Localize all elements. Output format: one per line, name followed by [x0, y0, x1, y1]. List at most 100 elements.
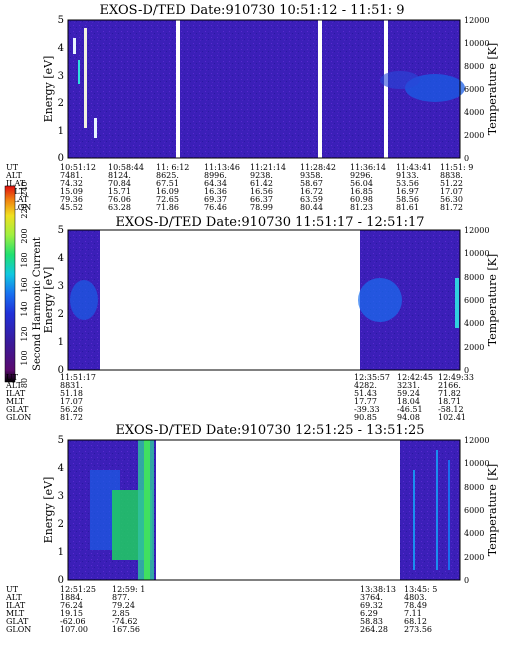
colorbar-tick-100: 100: [20, 350, 29, 365]
table-cell: 79.36: [60, 195, 83, 204]
table-cell: 15.09: [60, 187, 83, 196]
panel-1-col-1: 10:51:12 7481. 74.32 15.09 79.36 45.52: [60, 163, 96, 212]
panel-3-y2tick-3: 6000: [464, 506, 484, 515]
table-cell: 81.61: [396, 203, 419, 212]
panel-3-rowlabel-ut: UT: [6, 585, 19, 594]
panel-2-col-4: 12:49:33 2166. 71.82 18.71 -58.12 102.41: [438, 373, 474, 422]
panel-2-title: EXOS-D/TED Date:910730 11:51:17 - 12:51:…: [115, 215, 424, 230]
panel-3-y2tick-0: 0: [464, 576, 469, 585]
panel-1-ytick-2: 2: [58, 98, 64, 109]
table-cell: 76.46: [204, 203, 227, 212]
table-cell: 11: 6:12: [156, 163, 189, 172]
panel-2-y2tick-6: 12000: [464, 226, 489, 235]
table-cell: 8124.: [108, 171, 131, 180]
panel-2: EXOS-D/TED Date:910730 11:51:17 - 12:51:…: [5, 215, 499, 422]
table-cell: 12:42:45: [397, 373, 433, 382]
table-cell: 69.32: [360, 601, 383, 610]
panel-2-y-axis: 0 1 2 3 4 5 Energy [eV]: [42, 225, 64, 376]
table-cell: 17.07: [60, 397, 83, 406]
panel-3-streak-2: [436, 450, 438, 570]
panel-1-col-2: 10:58:44 8124. 70.84 15.71 76.06 63.28: [108, 163, 144, 212]
table-cell: 16.97: [396, 187, 419, 196]
panel-2-y2tick-4: 8000: [464, 273, 484, 282]
table-cell: 63.59: [300, 195, 323, 204]
table-cell: 273.56: [404, 625, 432, 634]
table-cell: 10:51:12: [60, 163, 96, 172]
panel-1-y2tick-0: 0: [464, 154, 469, 163]
panel-1-coord-table: UT ALT ILAT MLT GLAT GLON 10:51:12 7481.…: [5, 163, 473, 212]
table-cell: 264.28: [360, 625, 388, 634]
panel-3-y2-axis: 0 2000 4000 6000 8000 10000 12000 Temper…: [464, 436, 499, 585]
table-cell: 71.82: [438, 389, 461, 398]
table-cell: 18.71: [438, 397, 461, 406]
table-cell: 81.72: [440, 203, 463, 212]
table-cell: 72.65: [156, 195, 179, 204]
table-cell: 56.04: [350, 179, 373, 188]
panel-2-rowlabel-ilat: ILAT: [6, 389, 26, 398]
table-cell: 17.07: [440, 187, 463, 196]
panel-1-col-6: 11:28:42 9358. 58.67 16.72 63.59 80.44: [300, 163, 336, 212]
panel-3-col-4: 13:45: 5 4803. 78.49 7.11 68.12 273.56: [404, 585, 437, 634]
table-cell: 11:13:46: [204, 163, 240, 172]
table-cell: 80.44: [300, 203, 323, 212]
panel-1-ytick-3: 3: [58, 71, 64, 82]
colorbar-label: Second Harmonic Current: [32, 237, 43, 371]
panel-3-ytick-1: 1: [58, 547, 64, 558]
table-cell: 9358.: [300, 171, 323, 180]
panel-2-y2label: Temperature [K]: [486, 254, 499, 346]
panel-2-y2tick-0: 0: [464, 366, 469, 375]
panel-1-col-7: 11:36:14 9296. 56.04 16.85 60.98 81.23: [350, 163, 386, 212]
panel-1-frame: [67, 19, 461, 159]
table-cell: 1884.: [60, 593, 83, 602]
panel-1-blue-band-2: [380, 71, 420, 89]
colorbar-tick-240: 240: [20, 181, 29, 196]
panel-3-col-3: 13:38:13 3764. 69.32 6.29 58.83 264.28: [360, 585, 396, 634]
table-cell: 16.09: [156, 187, 179, 196]
panel-1-rowlabel-alt: ALT: [5, 171, 22, 180]
table-cell: 51.43: [354, 389, 377, 398]
table-cell: 69.37: [204, 195, 227, 204]
panel-1-col-4: 11:13:46 8996. 64.34 16.36 69.37 76.46: [204, 163, 240, 212]
colorbar-tick-140: 140: [20, 301, 29, 316]
panel-3-ytick-3: 3: [58, 491, 64, 502]
colorbar-tick-220: 220: [20, 203, 29, 218]
panel-2-frame: [67, 229, 461, 371]
panel-1-ytick-1: 1: [58, 126, 64, 137]
panel-2-rowlabel-alt: ALT: [5, 381, 22, 390]
panel-1-y2tick-1: 2000: [464, 131, 484, 140]
panel-3-streak: [413, 470, 415, 570]
panel-2-ytick-0: 0: [58, 365, 64, 376]
table-cell: 60.98: [350, 195, 373, 204]
table-cell: 7481.: [60, 171, 83, 180]
panel-2-ytick-1: 1: [58, 337, 64, 348]
panel-2-col-3: 12:42:45 3231. 59.24 18.04 -46.51 94.08: [397, 373, 433, 422]
panel-2-col-2: 12:35:57 4282. 51.43 17.77 -39.33 90.85: [354, 373, 390, 422]
panel-1-col-5: 11:21:14 9238. 61.42 16.56 66.37 78.99: [250, 163, 286, 212]
table-cell: 6.29: [360, 609, 378, 618]
table-cell: 63.28: [108, 203, 131, 212]
table-cell: 107.00: [60, 625, 88, 634]
panel-3-y2tick-5: 10000: [464, 459, 489, 468]
table-cell: 94.08: [397, 413, 420, 422]
table-cell: -74.62: [112, 617, 138, 626]
panel-1-ytick-4: 4: [58, 43, 64, 54]
panel-1-y2label: Temperature [K]: [486, 43, 499, 135]
table-cell: 67.51: [156, 179, 179, 188]
table-cell: 12:49:33: [438, 373, 474, 382]
panel-3-col-2: 12:59: 1 877. 79.24 2.85 -74.62 167.56: [112, 585, 145, 634]
panel-3-data-block-2: [400, 440, 460, 580]
table-cell: 71.86: [156, 203, 179, 212]
table-cell: 76.06: [108, 195, 131, 204]
panel-3-ytick-2: 2: [58, 519, 64, 530]
panel-1-data-block-3: [322, 20, 384, 158]
panel-2-y2tick-5: 10000: [464, 249, 489, 258]
table-cell: 11:43:41: [396, 163, 432, 172]
table-cell: 61.42: [250, 179, 273, 188]
table-cell: 16.85: [350, 187, 373, 196]
panel-2-ytick-4: 4: [58, 253, 64, 264]
table-cell: -62.06: [60, 617, 86, 626]
table-cell: 10:58:44: [108, 163, 144, 172]
table-cell: 64.34: [204, 179, 227, 188]
panel-2-ytick-3: 3: [58, 281, 64, 292]
